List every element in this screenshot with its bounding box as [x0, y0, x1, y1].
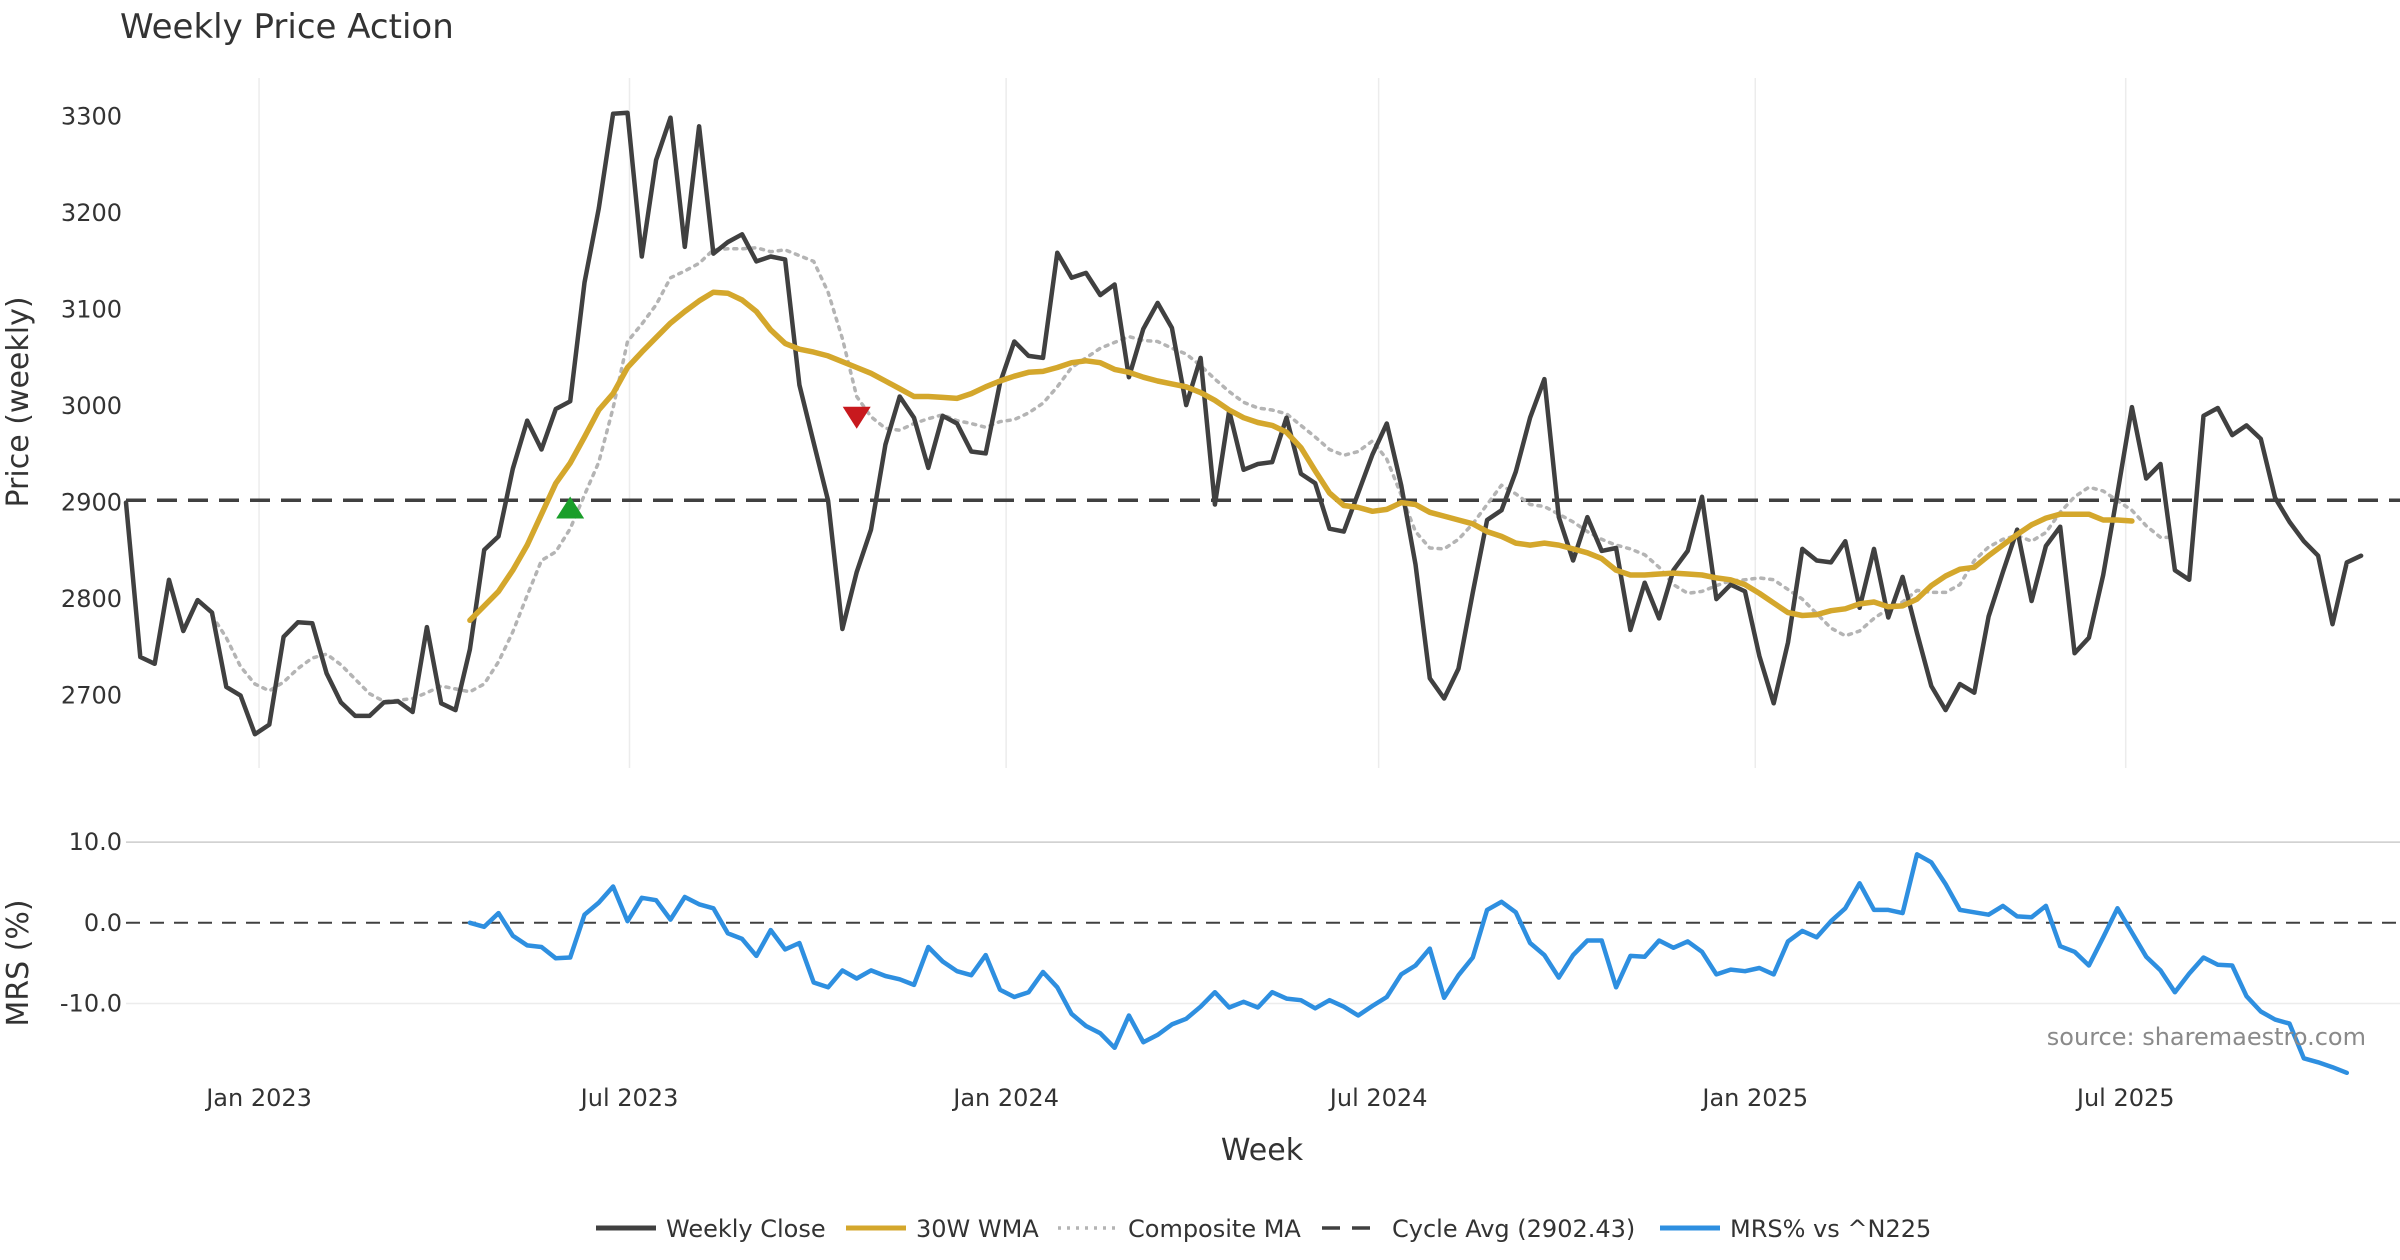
price-tick-label: 3100: [61, 296, 122, 324]
mrs-line: [467, 852, 2350, 1076]
legend-label: 30W WMA: [916, 1215, 1039, 1243]
price-tick-label: 3300: [61, 103, 122, 131]
mrs-tick-label: 10.0: [69, 828, 122, 856]
weekly-close-line: [123, 110, 2364, 737]
source-note: source: sharemaestro.com: [2047, 1023, 2366, 1051]
sell-signal-marker: [842, 406, 871, 429]
x-tick-label: Jan 2025: [1700, 1084, 1808, 1112]
mrs-tick-label: 0.0: [84, 909, 122, 937]
x-tick-label: Jan 2023: [204, 1084, 312, 1112]
price-tick-label: 2900: [61, 489, 122, 517]
gridlines: [126, 78, 2400, 1005]
wma-30w-line: [467, 289, 2135, 624]
chart-title: Weekly Price Action: [120, 7, 454, 47]
mrs-axis-title: MRS (%): [1, 899, 36, 1026]
legend-label: Weekly Close: [666, 1215, 826, 1243]
price-tick-label: 2700: [61, 682, 122, 710]
x-tick-label: Jan 2024: [951, 1084, 1059, 1112]
price-tick-label: 2800: [61, 585, 122, 613]
x-tick-label: Jul 2024: [1328, 1084, 1428, 1112]
legend-label: MRS% vs ^N225: [1730, 1215, 1931, 1243]
x-tick-label: Jul 2023: [579, 1084, 679, 1112]
legend: Weekly Close 30W WMA Composite MA Cycle Avg…: [596, 1215, 1931, 1243]
x-tick-label: Jul 2025: [2075, 1084, 2175, 1112]
price-tick-label: 3200: [61, 199, 122, 227]
composite-ma-line: [210, 246, 2177, 704]
buy-signal-marker: [556, 496, 585, 519]
price-tick-label: 3000: [61, 392, 122, 420]
series-lines: [123, 110, 2364, 1076]
x-axis-title: Week: [1221, 1133, 1304, 1168]
legend-label: Cycle Avg (2902.43): [1392, 1215, 1635, 1243]
mrs-tick-label: -10.0: [60, 989, 122, 1017]
legend-label: Composite MA: [1128, 1215, 1301, 1243]
signal-markers: [556, 406, 871, 519]
tick-labels: Jan 2023 Jul 2023 Jan 2024 Jul 2024 Jan 2025…: [60, 103, 2175, 1112]
price-axis-title: Price (weekly): [1, 296, 36, 507]
reference-lines: [126, 498, 2400, 924]
